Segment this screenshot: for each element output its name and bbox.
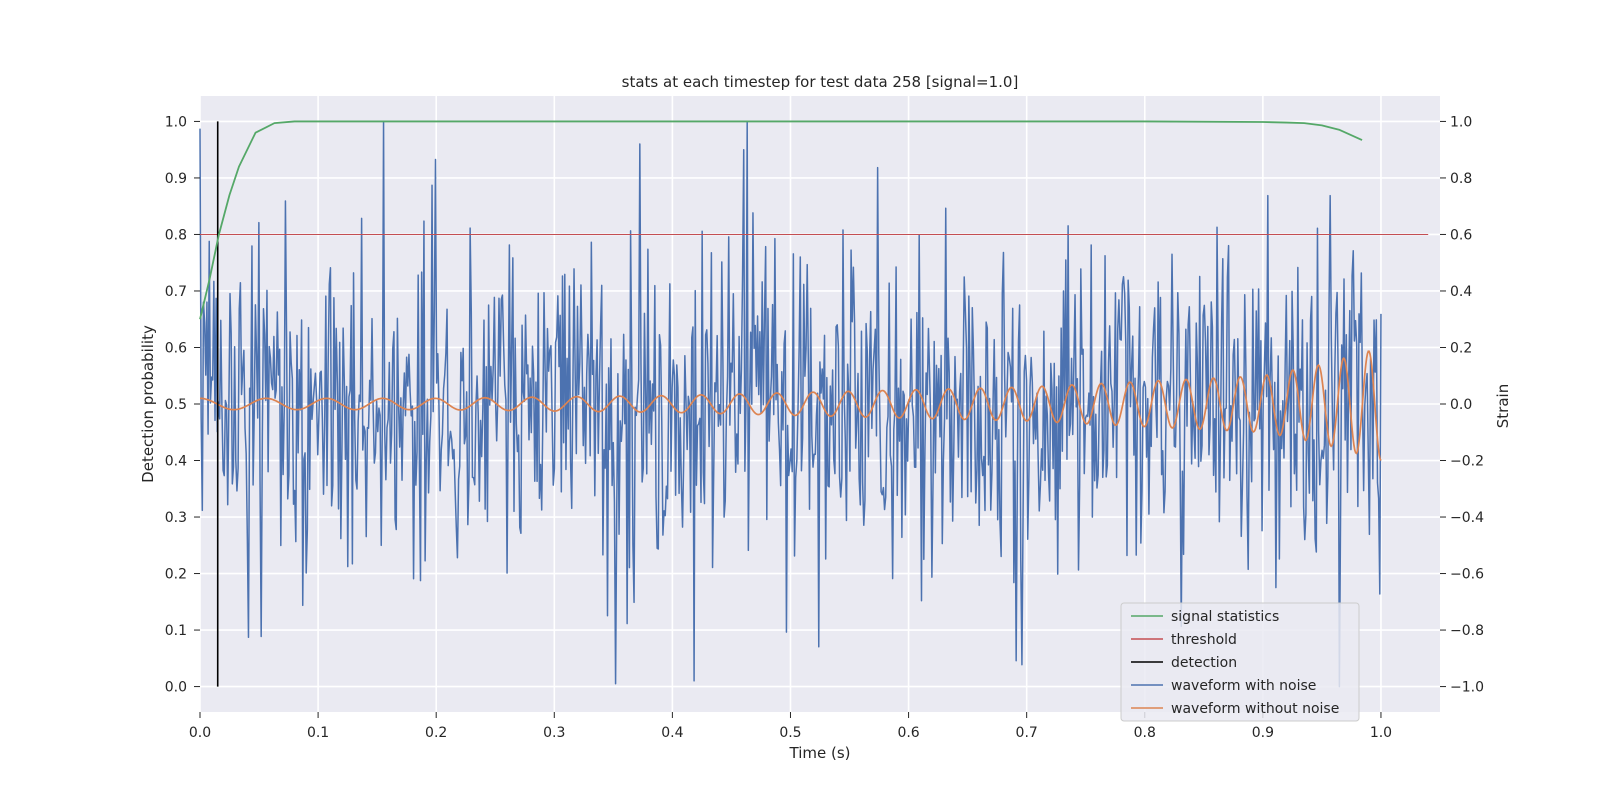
legend-label-waveform-with-noise: waveform with noise xyxy=(1171,678,1316,694)
y-right-tick-label: −0.2 xyxy=(1450,454,1484,470)
x-tick-label: 0.1 xyxy=(307,725,329,741)
y-left-tick-label: 0.0 xyxy=(165,680,187,696)
y-right-tick-label: −0.8 xyxy=(1450,623,1484,639)
series-waveform-with-noise xyxy=(199,120,1382,688)
y-left-tick-label: 0.1 xyxy=(165,623,187,639)
x-tick-label: 0.3 xyxy=(543,725,565,741)
x-tick-label: 0.0 xyxy=(189,725,211,741)
series-waveform-without-noise xyxy=(199,350,1382,461)
y-right-tick-label: −0.6 xyxy=(1450,567,1484,583)
y-axis-right-title: Strain xyxy=(1494,384,1512,428)
legend-label-threshold: threshold xyxy=(1171,632,1237,648)
y-right-tick-label: 0.6 xyxy=(1450,227,1472,243)
series-layer xyxy=(199,120,1429,688)
y-left-tick-label: 0.3 xyxy=(165,510,187,526)
y-left-tick-label: 0.5 xyxy=(165,397,187,413)
series-signal-statistics xyxy=(199,120,1363,320)
x-axis-title: Time (s) xyxy=(789,744,851,762)
y-right-tick-label: −1.0 xyxy=(1450,680,1484,696)
y-right-tick-label: 0.2 xyxy=(1450,340,1472,356)
y-right-tick-label: 1.0 xyxy=(1450,114,1472,130)
x-tick-label: 0.8 xyxy=(1134,725,1156,741)
x-tick-label: 0.4 xyxy=(661,725,683,741)
x-tick-label: 0.9 xyxy=(1252,725,1274,741)
legend-label-waveform-without-noise: waveform without noise xyxy=(1171,701,1339,717)
y-left-tick-label: 0.6 xyxy=(165,340,187,356)
y-left-tick-label: 0.7 xyxy=(165,284,187,300)
y-right-tick-label: 0.0 xyxy=(1450,397,1472,413)
y-left-tick-label: 1.0 xyxy=(165,114,187,130)
chart-title: stats at each timestep for test data 258… xyxy=(622,73,1019,91)
y-left-tick-label: 0.2 xyxy=(165,567,187,583)
y-left-tick-label: 0.9 xyxy=(165,171,187,187)
y-right-tick-label: 0.8 xyxy=(1450,171,1472,187)
ticks-layer: 0.0 0.1 0.2 0.3 0.4 0.5 0.6 0.7 0.8 0.9 1.0 0.0 0.1 0… xyxy=(165,114,1484,741)
legend-label-signal-statistics: signal statistics xyxy=(1171,609,1279,625)
y-left-tick-label: 0.8 xyxy=(165,227,187,243)
x-tick-label: 0.7 xyxy=(1016,725,1038,741)
x-tick-label: 0.5 xyxy=(779,725,801,741)
y-axis-left-title: Detection probability xyxy=(139,325,157,483)
x-tick-label: 0.2 xyxy=(425,725,447,741)
legend: signal statistics threshold detection wa… xyxy=(1120,602,1360,722)
x-tick-label: 0.6 xyxy=(897,725,919,741)
y-left-tick-label: 0.4 xyxy=(165,454,187,470)
y-right-tick-label: 0.4 xyxy=(1450,284,1472,300)
legend-box xyxy=(1120,602,1360,722)
y-right-tick-label: −0.4 xyxy=(1450,510,1484,526)
x-tick-label: 1.0 xyxy=(1370,725,1392,741)
legend-label-detection: detection xyxy=(1171,655,1237,671)
